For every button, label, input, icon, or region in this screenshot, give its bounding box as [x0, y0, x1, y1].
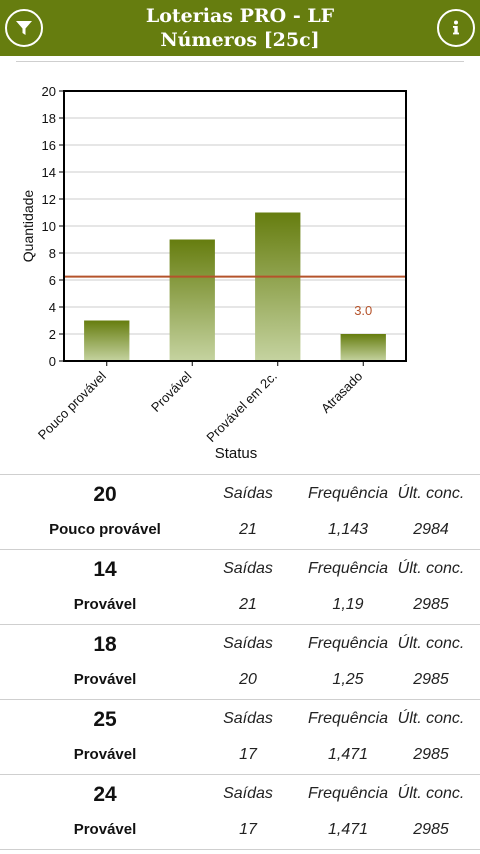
row-saidas: 21 — [239, 521, 257, 538]
y-tick-label: 0 — [49, 354, 56, 369]
bar — [84, 320, 130, 361]
number-row[interactable]: 20 Pouco provável Saídas Frequência Últ. con… — [0, 474, 480, 549]
y-tick-label: 20 — [42, 84, 56, 99]
list-end-divider — [0, 849, 480, 850]
app-header: Loterias PRO - LF Números [25c] — [0, 0, 480, 56]
bar — [169, 239, 215, 361]
row-ult-conc: 2985 — [413, 746, 449, 763]
x-tick-label: Provável — [148, 368, 194, 414]
col-header-ult-conc: Últ. conc. — [397, 560, 465, 577]
y-tick-label: 14 — [42, 165, 56, 180]
title-line-2: Números [25c] — [160, 29, 320, 51]
y-axis-title: Quantidade — [20, 190, 36, 263]
x-tick-label: Pouco provável — [35, 368, 109, 442]
top-divider — [16, 61, 464, 62]
y-tick-label: 12 — [42, 192, 56, 207]
bar — [255, 212, 301, 361]
row-ult-conc: 2985 — [413, 821, 449, 838]
row-number: 24 — [93, 783, 117, 806]
row-number: 14 — [93, 558, 117, 581]
bar — [340, 334, 386, 361]
data-label: 3.0 — [354, 303, 372, 318]
number-row[interactable]: 14 Provável Saídas Frequência Últ. conc. 21 1,… — [0, 549, 480, 624]
row-number: 18 — [93, 633, 117, 656]
col-header-ult-conc: Últ. conc. — [397, 785, 465, 802]
number-row[interactable]: 18 Provável Saídas Frequência Últ. conc. 20 1,… — [0, 624, 480, 699]
x-tick-label: Provável em 2c. — [203, 369, 280, 446]
col-header-frequencia: Frequência — [307, 560, 389, 577]
row-status: Pouco provável — [49, 521, 161, 538]
col-header-frequencia: Frequência — [307, 635, 389, 652]
row-status: Provável — [73, 821, 137, 838]
x-tick-label: Atrasado — [318, 369, 365, 416]
col-header-ult-conc: Últ. conc. — [397, 635, 465, 652]
y-tick-label: 2 — [49, 327, 56, 342]
row-frequencia: 1,471 — [327, 821, 369, 838]
row-status: Provável — [73, 671, 137, 688]
row-number: 25 — [93, 708, 117, 731]
info-button[interactable] — [437, 9, 475, 47]
y-tick-label: 4 — [49, 300, 56, 315]
status-bar-chart: 0 2 4 6 8 10 12 14 16 18 20 Pouco provável Provável P… — [20, 84, 407, 462]
y-tick-label: 10 — [42, 219, 56, 234]
y-tick-label: 16 — [42, 138, 56, 153]
col-header-frequencia: Frequência — [307, 785, 389, 802]
row-status: Provável — [73, 596, 137, 613]
x-axis-title: Status — [215, 445, 258, 462]
y-tick-label: 6 — [49, 273, 56, 288]
row-saidas: 17 — [239, 746, 257, 763]
col-header-saidas: Saídas — [223, 635, 273, 652]
row-status: Provável — [73, 746, 137, 763]
number-row[interactable]: 25 Provável Saídas Frequência Últ. conc. 17 1,… — [0, 699, 480, 774]
row-saidas: 21 — [239, 596, 257, 613]
col-header-saidas: Saídas — [223, 785, 273, 802]
row-saidas: 17 — [239, 821, 257, 838]
row-frequencia: 1,25 — [332, 671, 364, 688]
row-ult-conc: 2985 — [413, 596, 449, 613]
title-line-1: Loterias PRO - LF — [145, 5, 335, 27]
numbers-list: 20 Pouco provável Saídas Frequência Últ. con… — [0, 474, 480, 850]
y-tick-label: 18 — [42, 111, 56, 126]
col-header-frequencia: Frequência — [307, 485, 389, 502]
col-header-ult-conc: Últ. conc. — [397, 710, 465, 727]
row-frequencia: 1,19 — [332, 596, 364, 613]
row-ult-conc: 2985 — [413, 671, 449, 688]
row-frequencia: 1,471 — [327, 746, 369, 763]
y-tick-label: 8 — [49, 246, 56, 261]
filter-icon — [16, 21, 32, 35]
col-header-saidas: Saídas — [223, 485, 273, 502]
row-ult-conc: 2984 — [413, 521, 449, 538]
row-saidas: 20 — [239, 671, 257, 688]
row-number: 20 — [93, 483, 117, 506]
info-icon — [453, 20, 459, 35]
number-row[interactable]: 24 Provável Saídas Frequência Últ. conc. 17 1,… — [0, 774, 480, 849]
row-frequencia: 1,143 — [327, 521, 369, 538]
col-header-ult-conc: Últ. conc. — [397, 485, 465, 502]
plot-frame — [63, 90, 407, 362]
filter-button[interactable] — [5, 9, 43, 47]
col-header-saidas: Saídas — [223, 710, 273, 727]
page-title: Loterias PRO - LF Números [25c] — [146, 4, 334, 52]
col-header-saidas: Saídas — [223, 560, 273, 577]
col-header-frequencia: Frequência — [307, 710, 389, 727]
